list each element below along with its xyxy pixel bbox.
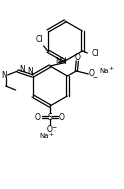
Text: N: N xyxy=(27,67,33,77)
Text: O: O xyxy=(88,68,94,77)
Text: −: − xyxy=(93,74,98,80)
Text: O: O xyxy=(47,125,53,133)
Text: +: + xyxy=(48,132,54,136)
Text: Cl: Cl xyxy=(92,49,99,57)
Text: Na: Na xyxy=(100,68,109,74)
Text: O: O xyxy=(59,112,65,122)
Text: O: O xyxy=(35,112,41,122)
Text: NH: NH xyxy=(56,57,67,66)
Text: O: O xyxy=(74,53,80,61)
Text: Na: Na xyxy=(39,133,49,139)
Text: S: S xyxy=(48,112,52,122)
Text: Cl: Cl xyxy=(36,36,43,44)
Text: −: − xyxy=(51,125,57,129)
Text: N: N xyxy=(1,70,7,80)
Text: N: N xyxy=(19,66,25,74)
Text: +: + xyxy=(109,66,114,70)
